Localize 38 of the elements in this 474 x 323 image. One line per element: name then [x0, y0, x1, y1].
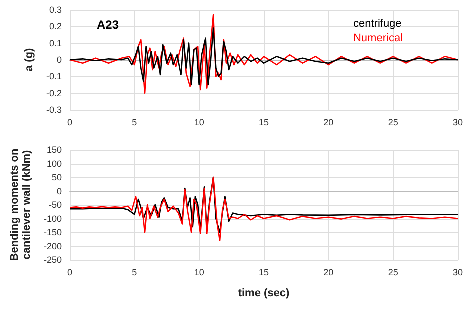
line-series [69, 14, 459, 94]
x-tick-label: 20 [324, 268, 334, 278]
y-axis-title: a (g) [24, 48, 36, 72]
x-tick-label: 30 [452, 118, 464, 128]
x-tick-label: 30 [452, 268, 464, 278]
line-series [69, 28, 459, 86]
y-tick-label: 50 [52, 172, 62, 182]
y-tick-label: -0.2 [46, 88, 62, 98]
x-tick-label: 5 [132, 118, 138, 128]
x-tick-label: 25 [388, 118, 398, 128]
y-tick-label: 150 [46, 145, 62, 155]
y-tick-label: 0 [56, 55, 62, 65]
y-tick-label: -250 [44, 255, 62, 265]
y-tick-label: -0.3 [46, 105, 62, 115]
x-tick-label: 10 [194, 118, 204, 128]
text: centrifuge [353, 18, 402, 30]
y-tick-label: -150 [44, 228, 62, 238]
y-tick-label: -200 [44, 241, 62, 252]
y-tick-label: -50 [48, 200, 62, 210]
x-tick-label: 10 [194, 268, 204, 278]
y-tick-label: -0.1 [46, 72, 62, 82]
y-tick-label: 0.1 [49, 38, 62, 48]
x-axis-title: time (sec) [238, 288, 290, 300]
x-tick-label: 25 [388, 268, 398, 278]
x-tick-label: 15 [258, 118, 270, 128]
y-tick-label: -100 [44, 214, 62, 224]
y-tick-label: 0.3 [49, 5, 62, 15]
x-tick-label: 15 [258, 268, 270, 278]
x-tick-label: 20 [324, 118, 334, 128]
y-axis-title: Bending moments on cantilever wall (kNm) [9, 148, 34, 262]
annotation: A23 [97, 18, 120, 32]
y-tick-label: 100 [46, 158, 62, 169]
x-tick-label: 5 [132, 268, 138, 278]
series-label: Numerical [353, 32, 404, 44]
y-tick-label: 0.2 [49, 22, 62, 32]
x-tick-label: 0 [67, 268, 73, 278]
y-tick-label: 0 [56, 186, 62, 196]
x-tick-label: 0 [67, 118, 73, 128]
